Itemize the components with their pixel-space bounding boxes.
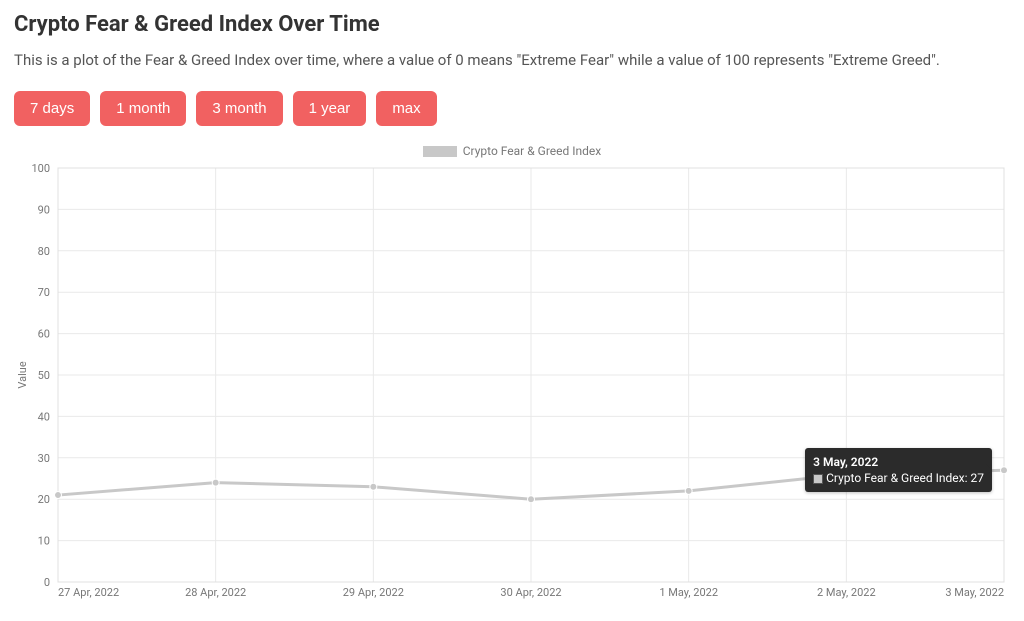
range-buttons: 7 days 1 month 3 month 1 year max — [14, 91, 1010, 126]
chart-container: Crypto Fear & Greed Index 27 Apr, 2022 28… — [14, 144, 1010, 604]
svg-text:100: 100 — [31, 162, 50, 175]
svg-text:30 Apr, 2022: 30 Apr, 2022 — [500, 586, 561, 599]
range-button-1y[interactable]: 1 year — [293, 91, 367, 126]
svg-text:0: 0 — [44, 576, 50, 589]
svg-text:1 May, 2022: 1 May, 2022 — [659, 586, 718, 599]
svg-text:2 May, 2022: 2 May, 2022 — [817, 586, 876, 599]
svg-text:28 Apr, 2022: 28 Apr, 2022 — [185, 586, 246, 599]
svg-text:50: 50 — [38, 369, 50, 382]
svg-text:3 May, 2022: 3 May, 2022 — [945, 586, 1004, 599]
svg-text:Value: Value — [16, 361, 29, 388]
svg-text:10: 10 — [38, 535, 50, 548]
svg-text:90: 90 — [38, 203, 50, 216]
subtitle: This is a plot of the Fear & Greed Index… — [14, 51, 1010, 69]
line-chart: 27 Apr, 2022 28 Apr, 2022 29 Apr, 2022 30 A… — [14, 144, 1010, 604]
svg-text:29 Apr, 2022: 29 Apr, 2022 — [343, 586, 404, 599]
page-title: Crypto Fear & Greed Index Over Time — [14, 12, 1010, 37]
svg-text:70: 70 — [38, 286, 50, 299]
range-button-3m[interactable]: 3 month — [196, 91, 282, 126]
range-button-1m[interactable]: 1 month — [100, 91, 186, 126]
svg-text:60: 60 — [38, 328, 50, 341]
svg-text:30: 30 — [38, 452, 50, 465]
legend-label: Crypto Fear & Greed Index — [463, 144, 602, 158]
svg-text:80: 80 — [38, 245, 50, 258]
range-button-7d[interactable]: 7 days — [14, 91, 90, 126]
svg-text:40: 40 — [38, 410, 50, 423]
svg-text:20: 20 — [38, 493, 50, 506]
legend-swatch — [423, 146, 457, 157]
chart-legend: Crypto Fear & Greed Index — [14, 144, 1010, 158]
range-button-max[interactable]: max — [376, 91, 436, 126]
svg-text:27 Apr, 2022: 27 Apr, 2022 — [58, 586, 119, 599]
